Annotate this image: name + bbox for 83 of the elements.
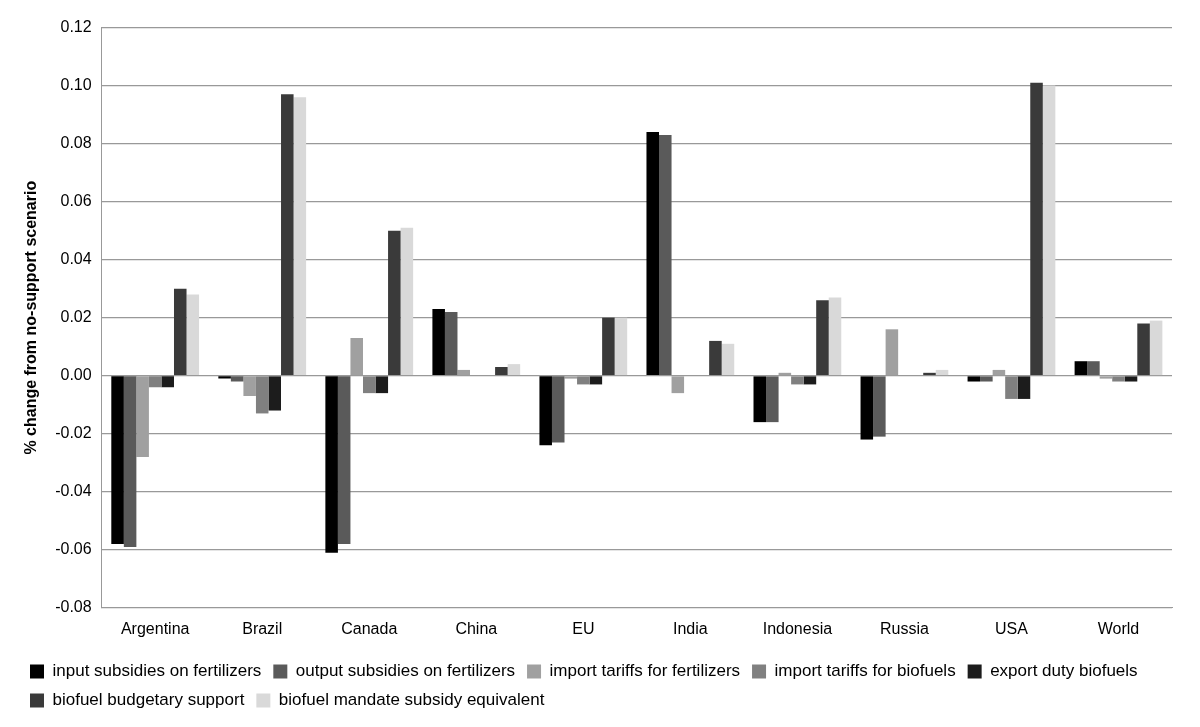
bar (1005, 376, 1018, 399)
x-tick-label: EU (572, 619, 595, 637)
y-tick-label: 0.00 (60, 366, 92, 384)
bar (218, 376, 231, 379)
bar (507, 364, 521, 376)
bar (111, 376, 124, 544)
x-tick-label: Argentina (120, 619, 190, 637)
y-tick-label: -0.06 (55, 540, 92, 558)
bar (255, 376, 269, 414)
y-axis-title: % change from no-support scenario (22, 180, 40, 455)
x-tick-label: World (1097, 619, 1140, 637)
bar (161, 376, 174, 388)
legend-label: biofuel mandate subsidy equivalent (278, 690, 545, 710)
bar (1149, 320, 1163, 376)
bar (614, 317, 628, 376)
bar (400, 227, 414, 376)
x-tick-label: Russia (879, 619, 929, 637)
x-tick-label: Canada (341, 619, 398, 637)
y-tick-label: 0.04 (60, 250, 92, 268)
bar (753, 376, 767, 423)
bar (186, 294, 200, 376)
bar (980, 376, 993, 382)
bar (362, 376, 376, 394)
bar (230, 376, 244, 382)
bar (1042, 85, 1056, 376)
bar (388, 230, 401, 376)
x-tick-label: Indonesia (762, 619, 833, 637)
bar (1017, 376, 1031, 399)
bar (337, 376, 351, 544)
bar (1137, 323, 1150, 376)
bar (791, 376, 804, 385)
bar (148, 376, 162, 388)
bar (873, 376, 886, 437)
bar (828, 297, 842, 376)
y-tick-label: 0.02 (60, 308, 92, 326)
bar (1124, 376, 1138, 382)
y-tick-label: 0.08 (60, 134, 92, 152)
bar (444, 311, 458, 376)
y-tick-label: -0.08 (55, 598, 92, 616)
x-tick-label: Brazil (242, 619, 283, 637)
bar (325, 376, 338, 553)
y-tick-label: -0.04 (55, 482, 92, 500)
bar (860, 376, 874, 440)
bar (766, 376, 779, 423)
bar (709, 340, 722, 376)
bar (1030, 82, 1043, 376)
y-tick-label: 0.06 (60, 192, 92, 210)
bar (935, 369, 949, 376)
x-tick-label: USA (995, 619, 1029, 637)
bar (173, 288, 187, 376)
x-tick-label: China (455, 619, 498, 637)
bar (293, 97, 307, 376)
bar (268, 376, 282, 411)
legend-label: biofuel budgetary support (52, 690, 245, 710)
legend-label: import tariffs for biofuels (774, 661, 956, 681)
bar (1074, 361, 1088, 376)
bar (539, 376, 552, 446)
bar (123, 376, 137, 547)
bar (375, 376, 389, 394)
bar (923, 372, 936, 376)
bar (659, 134, 672, 376)
bar (432, 309, 445, 376)
y-tick-label: -0.02 (55, 424, 92, 442)
y-tick-label: 0.12 (60, 18, 92, 36)
bar (816, 300, 829, 376)
legend-label: output subsidies on fertilizers (295, 661, 516, 681)
bar (551, 376, 565, 443)
legend-label: export duty biofuels (990, 661, 1138, 681)
bar (281, 94, 294, 376)
y-tick-label: 0.10 (60, 76, 92, 94)
bar (1087, 361, 1100, 376)
bar (577, 376, 590, 385)
legend-label: import tariffs for fertilizers (549, 661, 741, 681)
x-tick-label: India (673, 619, 708, 637)
bar (602, 317, 615, 376)
bar (646, 132, 660, 376)
bar (495, 367, 508, 376)
bar (1112, 376, 1125, 382)
bar (589, 376, 603, 385)
bar (967, 376, 981, 382)
bar (721, 343, 735, 376)
legend-label: input subsidies on fertilizers (52, 661, 262, 681)
bar (803, 376, 817, 385)
